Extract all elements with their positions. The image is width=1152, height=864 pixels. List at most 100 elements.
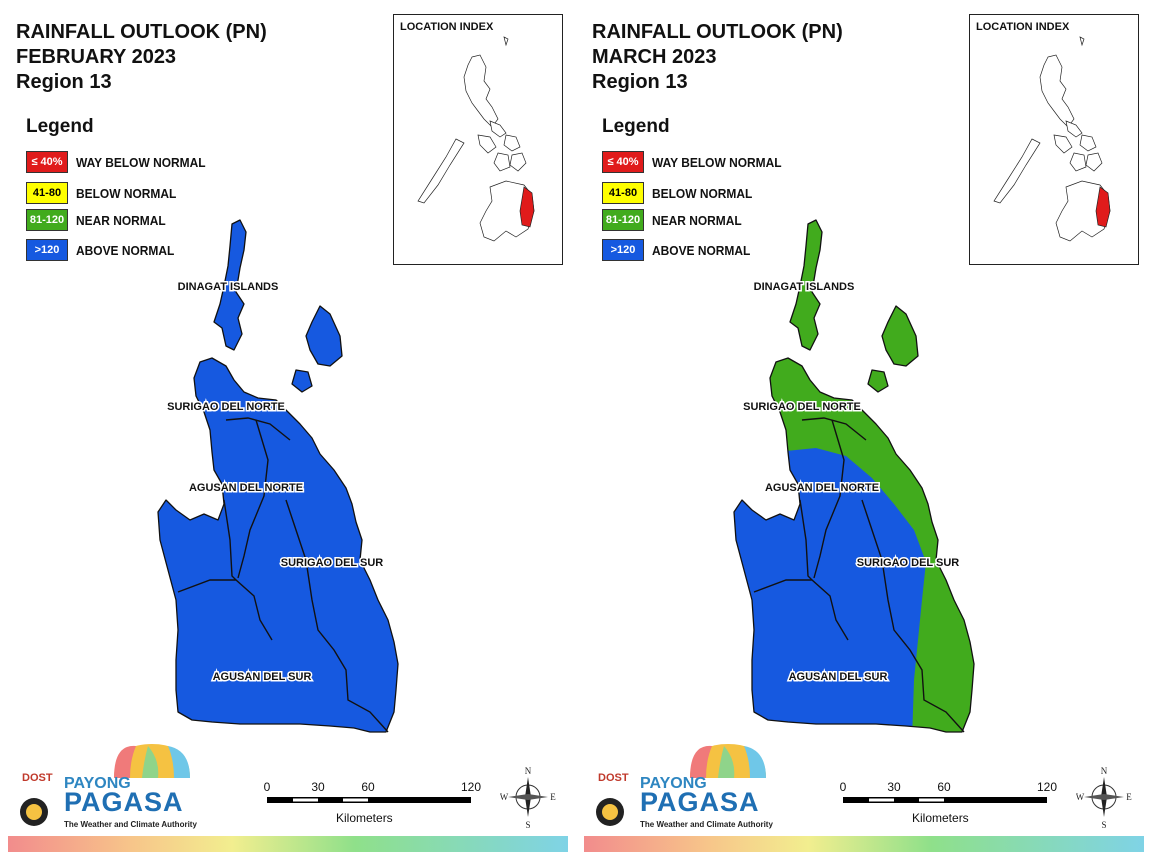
- dinagat-islands-shape: [789, 219, 823, 351]
- compass-s: S: [1101, 820, 1106, 830]
- siargao-island-shape: [305, 305, 343, 367]
- legend-swatch: ≤ 40%: [602, 151, 644, 173]
- compass-n: N: [1101, 766, 1108, 776]
- logo-payong-text: PAYONG: [640, 775, 707, 792]
- location-index-inset: LOCATION INDEX: [393, 14, 563, 265]
- label-agusan-del-sur: AGUSAN DEL SUR: [789, 671, 888, 683]
- philippines-outline-map: [993, 36, 1111, 242]
- legend-label: NEAR NORMAL: [76, 212, 166, 228]
- scale-tick: 0: [839, 780, 847, 794]
- north-arrow: N S E W: [1076, 764, 1133, 830]
- legend-swatch: ≤ 40%: [26, 151, 68, 173]
- scale-tick: 30: [311, 780, 325, 794]
- scale-tick: 60: [361, 780, 375, 794]
- map-title: RAINFALL OUTLOOK (PN) FEBRUARY 2023 Regi…: [16, 20, 267, 95]
- label-dinagat-islands: DINAGAT ISLANDS: [754, 281, 855, 293]
- color-strip: [8, 836, 568, 852]
- scale-unit: Kilometers: [912, 811, 969, 825]
- title-region: Region 13: [592, 71, 688, 93]
- legend-swatch: 41-80: [26, 182, 68, 204]
- location-index-inset: LOCATION INDEX: [969, 14, 1139, 265]
- logo-pagasa-text: PAGASA: [64, 787, 184, 817]
- legend-label: WAY BELOW NORMAL: [76, 154, 206, 170]
- compass-n: N: [525, 766, 532, 776]
- pagasa-logo: DOST PAYONG PAGASA The Weather and Clima…: [594, 740, 774, 835]
- compass-rose-icon: N S E W: [500, 766, 557, 830]
- north-arrow: N S E W: [500, 764, 557, 830]
- label-surigao-del-sur: SURIGAO DEL SUR: [281, 557, 384, 569]
- legend-label: BELOW NORMAL: [652, 185, 753, 201]
- label-surigao-del-norte: SURIGAO DEL NORTE: [743, 401, 861, 413]
- scale-tick: 60: [937, 780, 951, 794]
- title-month: MARCH 2023: [592, 46, 717, 68]
- title-line-1: RAINFALL OUTLOOK (PN): [592, 21, 843, 43]
- scale-tick: 0: [263, 780, 271, 794]
- legend-label: ABOVE NORMAL: [76, 242, 175, 258]
- scale-unit: Kilometers: [336, 811, 393, 825]
- label-agusan-del-sur: AGUSAN DEL SUR: [213, 671, 312, 683]
- compass-rose-icon: N S E W: [1076, 766, 1133, 830]
- label-surigao-del-norte: SURIGAO DEL NORTE: [167, 401, 285, 413]
- legend-label: ABOVE NORMAL: [652, 242, 751, 258]
- logo-dost-text: DOST: [598, 772, 629, 784]
- islet-shape: [867, 369, 889, 393]
- map-title: RAINFALL OUTLOOK (PN) MARCH 2023 Region …: [592, 20, 843, 95]
- islet-shape: [291, 369, 313, 393]
- umbrella-icon: [596, 744, 766, 826]
- logo-tagline: The Weather and Climate Authority: [640, 820, 773, 829]
- compass-e: E: [1126, 792, 1132, 802]
- logo-tagline: The Weather and Climate Authority: [64, 820, 197, 829]
- scale-tick: 30: [887, 780, 901, 794]
- legend-swatch: >120: [602, 239, 644, 261]
- compass-e: E: [550, 792, 556, 802]
- legend-item-above-normal: >120 ABOVE NORMAL: [602, 238, 759, 262]
- label-agusan-del-norte: AGUSAN DEL NORTE: [765, 482, 879, 494]
- logo-dost-text: DOST: [22, 772, 53, 784]
- compass-w: W: [500, 792, 509, 802]
- color-strip: [584, 836, 1144, 852]
- compass-w: W: [1076, 792, 1085, 802]
- siargao-island-shape: [881, 305, 919, 367]
- scale-bar-graphic: [267, 797, 471, 803]
- legend-item-below-normal: 41-80 BELOW NORMAL: [26, 181, 185, 205]
- region-13-map: DINAGAT ISLANDS SURIGAO DEL NORTE AGUSAN…: [157, 219, 399, 733]
- legend-title: Legend: [26, 116, 94, 137]
- legend-item-way-below-normal: ≤ 40% WAY BELOW NORMAL: [602, 150, 793, 174]
- location-index-title: LOCATION INDEX: [976, 21, 1070, 33]
- legend-item-near-normal: 81-120 NEAR NORMAL: [602, 208, 750, 232]
- logo-payong-text: PAYONG: [64, 775, 131, 792]
- title-month: FEBRUARY 2023: [16, 46, 177, 68]
- legend-item-below-normal: 41-80 BELOW NORMAL: [602, 181, 761, 205]
- legend-label: BELOW NORMAL: [76, 185, 177, 201]
- above-normal-zone: [734, 448, 926, 732]
- province-labels: DINAGAT ISLANDS SURIGAO DEL NORTE AGUSAN…: [742, 280, 961, 685]
- mainland-outline: [733, 357, 975, 733]
- scale-tick: 120: [1036, 780, 1058, 794]
- legend-item-near-normal: 81-120 NEAR NORMAL: [26, 208, 174, 232]
- label-surigao-del-sur: SURIGAO DEL SUR: [857, 557, 960, 569]
- label-dinagat-islands: DINAGAT ISLANDS: [178, 281, 279, 293]
- legend-item-above-normal: >120 ABOVE NORMAL: [26, 238, 183, 262]
- scale-bar: 0 30 60 120 Kilometers: [831, 776, 1071, 826]
- legend-label: WAY BELOW NORMAL: [652, 154, 782, 170]
- pagasa-logo: DOST PAYONG PAGASA The Weather and Clima…: [18, 740, 198, 835]
- outlook-panel-march: RAINFALL OUTLOOK (PN) MARCH 2023 Region …: [576, 0, 1152, 864]
- legend-title: Legend: [602, 116, 670, 137]
- scale-bar: 0 30 60 120 Kilometers: [255, 776, 495, 826]
- logo-pagasa-text: PAGASA: [640, 787, 760, 817]
- legend-swatch: 41-80: [602, 182, 644, 204]
- province-labels: DINAGAT ISLANDS SURIGAO DEL NORTE AGUSAN…: [166, 280, 385, 685]
- region-13-highlight: [1095, 186, 1111, 228]
- region-13-highlight: [519, 186, 535, 228]
- compass-s: S: [525, 820, 530, 830]
- legend-swatch: >120: [26, 239, 68, 261]
- title-line-1: RAINFALL OUTLOOK (PN): [16, 21, 267, 43]
- scale-bar-graphic: [843, 797, 1047, 803]
- location-index-title: LOCATION INDEX: [400, 21, 494, 33]
- umbrella-icon: [20, 744, 190, 826]
- legend-swatch: 81-120: [602, 209, 644, 231]
- mainland-shape: [157, 357, 399, 733]
- label-agusan-del-norte: AGUSAN DEL NORTE: [189, 482, 303, 494]
- legend-item-way-below-normal: ≤ 40% WAY BELOW NORMAL: [26, 150, 217, 174]
- scale-tick: 120: [460, 780, 482, 794]
